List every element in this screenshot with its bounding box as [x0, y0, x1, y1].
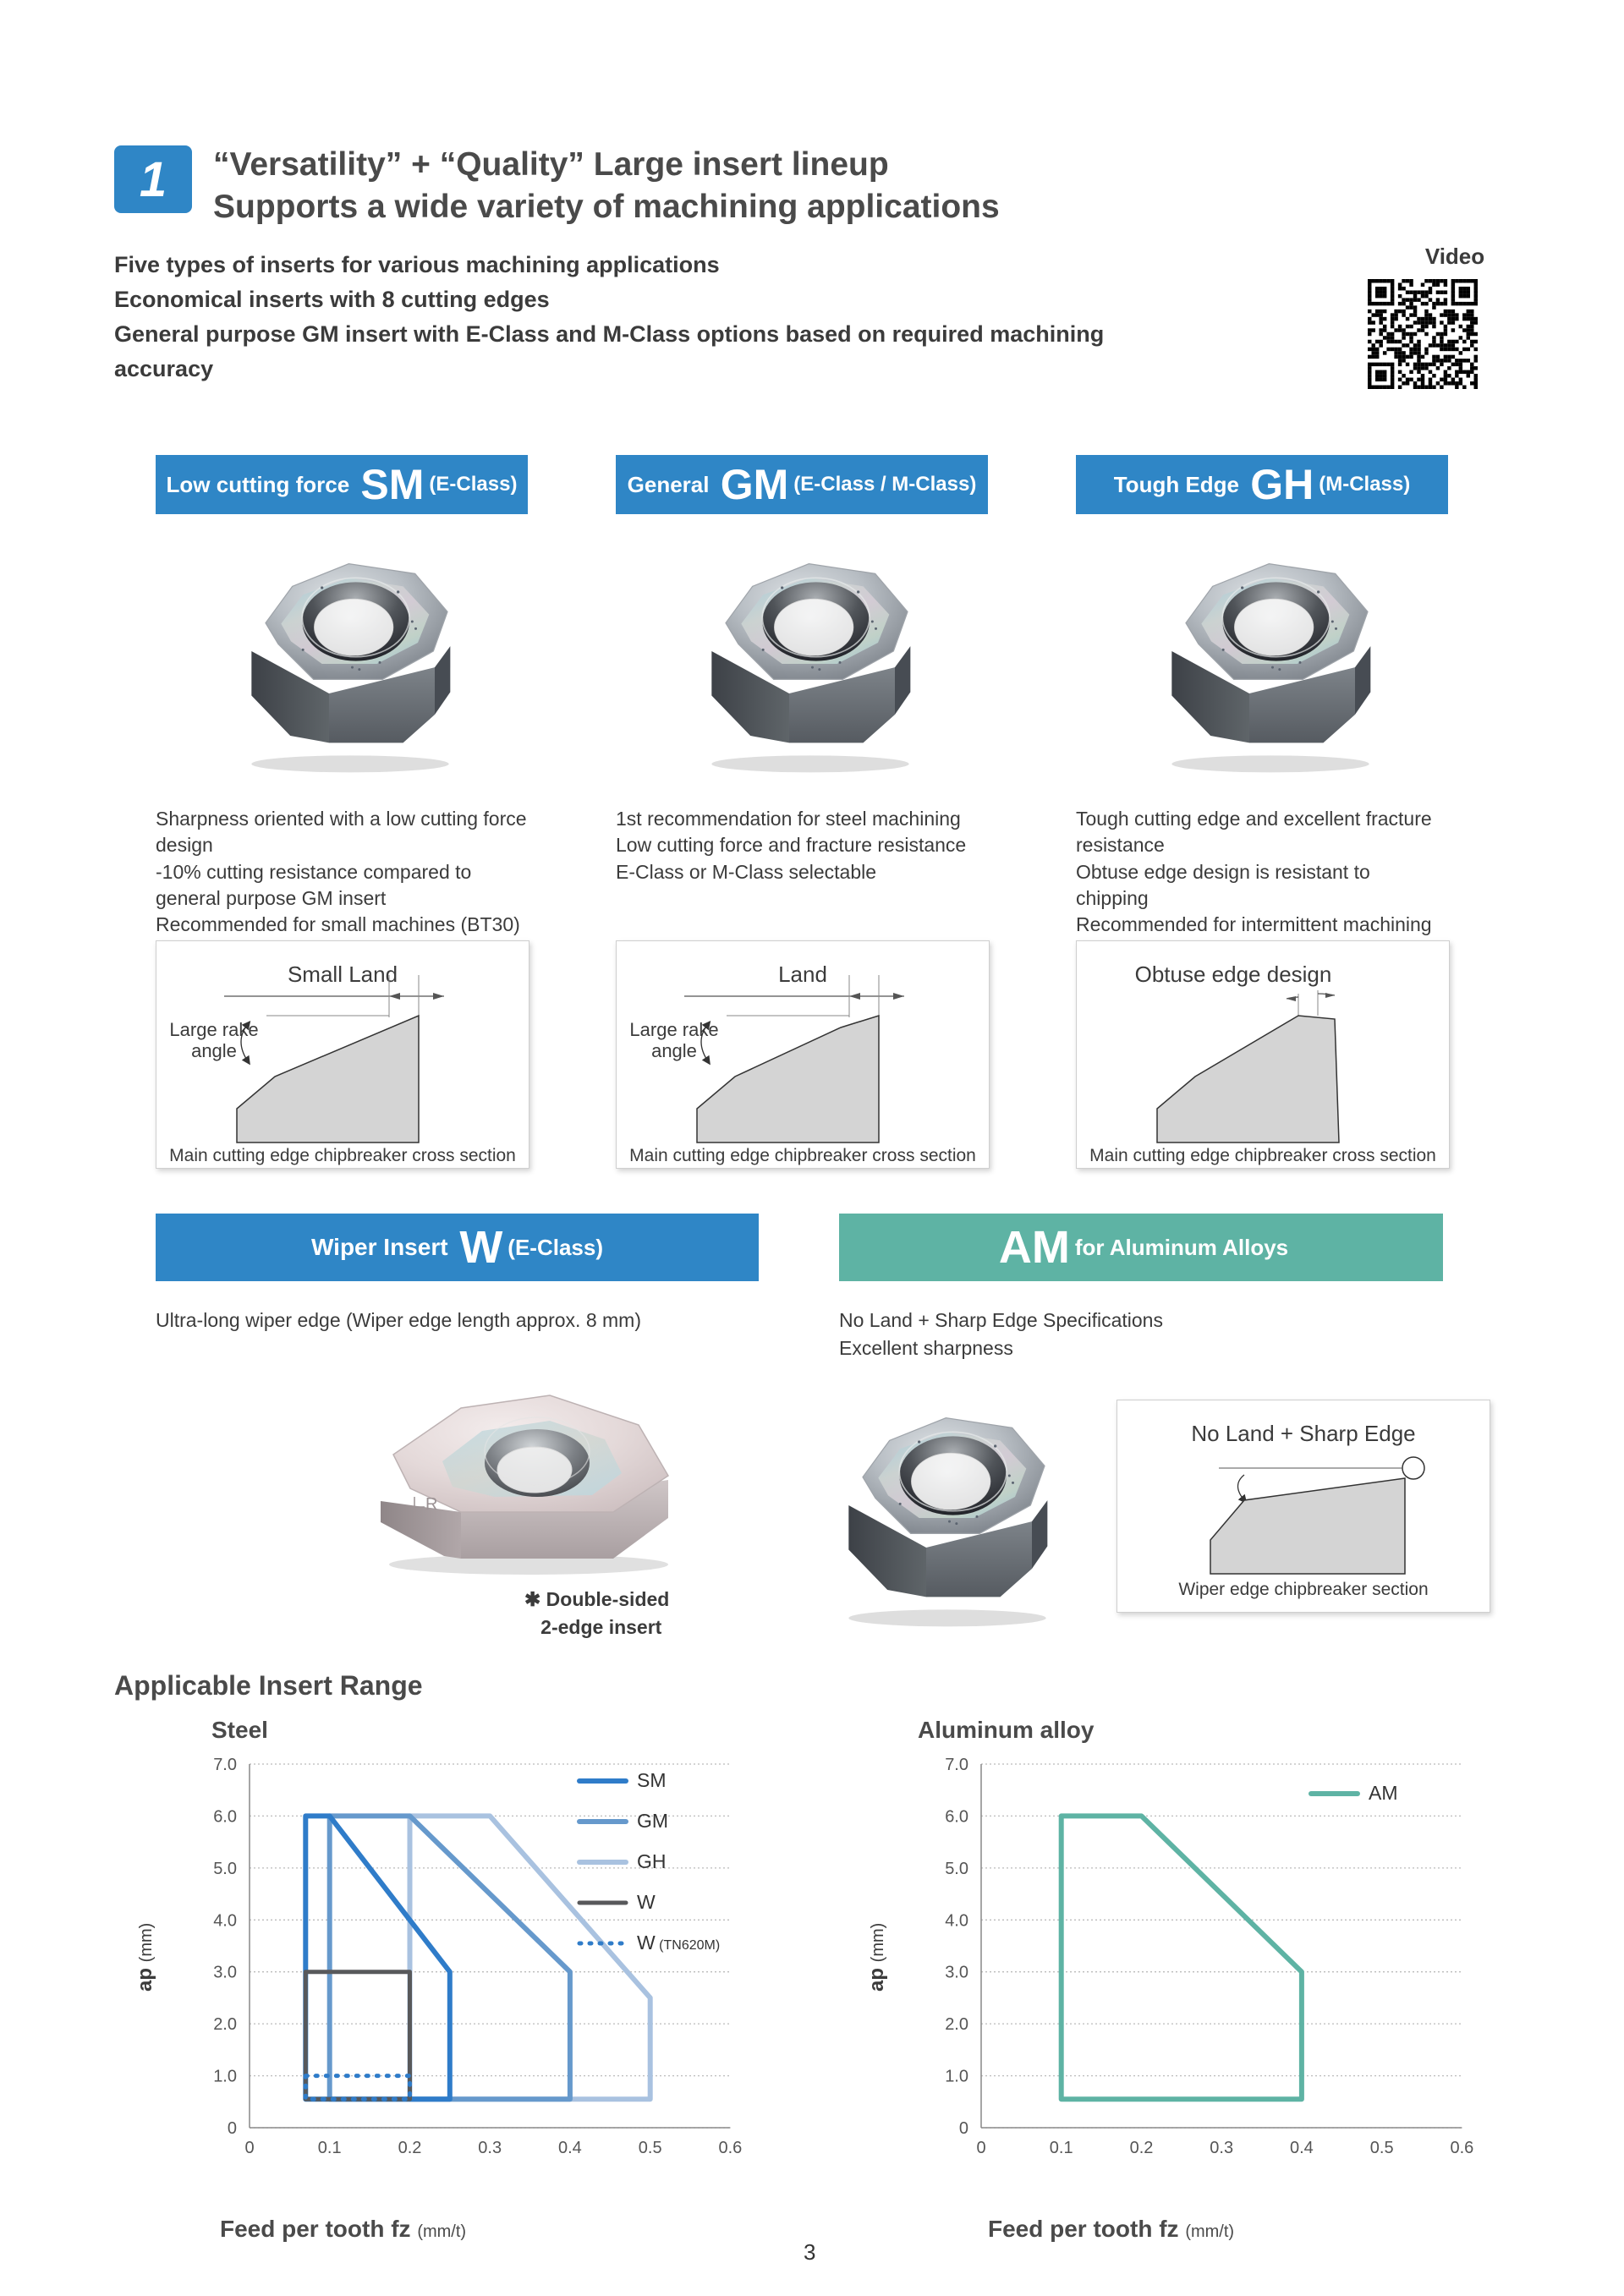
svg-text:6.0: 6.0: [213, 1807, 237, 1826]
svg-text:0.1: 0.1: [318, 2139, 342, 2157]
svg-text:2.0: 2.0: [945, 2015, 968, 2034]
svg-text:0.3: 0.3: [1210, 2139, 1233, 2157]
svg-text:angle: angle: [191, 1040, 237, 1061]
svg-text:Wiper edge chipbreaker section: Wiper edge chipbreaker section: [1178, 1580, 1428, 1599]
svg-text:1.0: 1.0: [945, 2068, 968, 2086]
svg-text:Obtuse edge design: Obtuse edge design: [1135, 962, 1332, 987]
svg-text:GM: GM: [637, 1810, 668, 1832]
svg-text:W (TN620M): W (TN620M): [637, 1932, 720, 1954]
svg-text:7.0: 7.0: [213, 1756, 237, 1774]
svg-text:0.2: 0.2: [398, 2139, 422, 2157]
svg-text:0.3: 0.3: [478, 2139, 502, 2157]
svg-text:R: R: [425, 1495, 437, 1514]
svg-text:0.4: 0.4: [558, 2139, 582, 2157]
svg-text:4.0: 4.0: [945, 1911, 968, 1930]
svg-text:Large rake: Large rake: [629, 1019, 718, 1040]
svg-text:Small Land: Small Land: [288, 962, 398, 987]
svg-text:GH: GH: [637, 1850, 667, 1872]
svg-text:5.0: 5.0: [213, 1860, 237, 1878]
svg-text:0.1: 0.1: [1050, 2139, 1073, 2157]
svg-text:0: 0: [244, 2139, 254, 2157]
svg-text:0: 0: [959, 2119, 968, 2138]
svg-text:0: 0: [976, 2139, 985, 2157]
svg-text:0.5: 0.5: [1370, 2139, 1394, 2157]
svg-text:6.0: 6.0: [945, 1807, 968, 1826]
svg-text:0.6: 0.6: [1450, 2139, 1473, 2157]
svg-text:No Land + Sharp Edge: No Land + Sharp Edge: [1191, 1421, 1415, 1446]
svg-text:0.2: 0.2: [1130, 2139, 1154, 2157]
svg-text:2.0: 2.0: [213, 2015, 237, 2034]
svg-text:1.0: 1.0: [213, 2068, 237, 2086]
svg-text:Land: Land: [778, 962, 827, 987]
svg-text:0.4: 0.4: [1290, 2139, 1314, 2157]
svg-text:W: W: [637, 1891, 656, 1913]
svg-text:0: 0: [228, 2119, 237, 2138]
svg-text:Main cutting edge chipbreaker: Main cutting edge chipbreaker cross sect…: [169, 1146, 516, 1165]
svg-text:5.0: 5.0: [945, 1860, 968, 1878]
svg-text:Main cutting edge chipbreaker: Main cutting edge chipbreaker cross sect…: [1089, 1146, 1436, 1165]
svg-text:AM: AM: [1369, 1782, 1398, 1804]
svg-text:angle: angle: [651, 1040, 697, 1061]
svg-text:4.0: 4.0: [213, 1911, 237, 1930]
svg-text:7.0: 7.0: [945, 1756, 968, 1774]
svg-text:0.6: 0.6: [718, 2139, 742, 2157]
svg-text:Large rake: Large rake: [169, 1019, 258, 1040]
svg-text:3.0: 3.0: [213, 1964, 237, 1982]
svg-text:Main cutting edge chipbreaker: Main cutting edge chipbreaker cross sect…: [629, 1146, 976, 1165]
svg-text:3.0: 3.0: [945, 1964, 968, 1982]
svg-text:SM: SM: [637, 1769, 667, 1791]
svg-text:0.5: 0.5: [639, 2139, 662, 2157]
